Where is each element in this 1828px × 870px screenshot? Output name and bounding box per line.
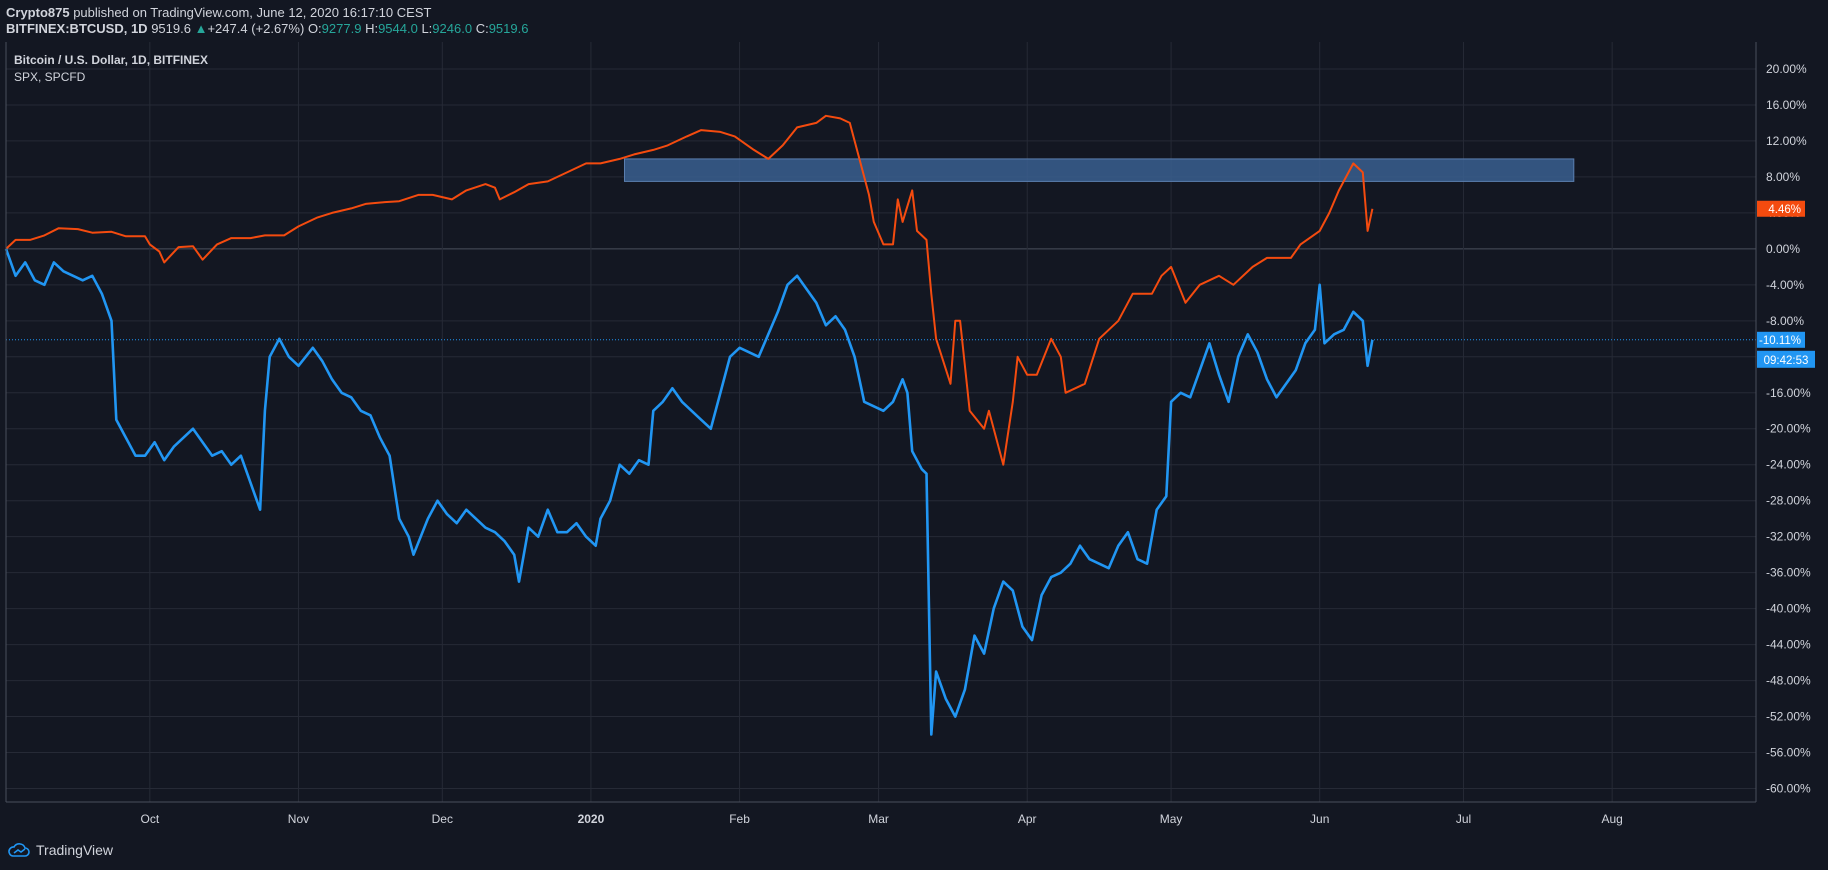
last-value-badge-spx xyxy=(1757,200,1805,217)
x-tick-label: Dec xyxy=(432,812,453,826)
low-value: 9246.0 xyxy=(432,21,473,36)
x-tick-label: Oct xyxy=(140,812,159,826)
price-labels: 4.46% -10.11% 09:42:53 xyxy=(1757,200,1815,368)
y-tick-label: -44.00% xyxy=(1766,638,1811,652)
y-tick-label: 0.00% xyxy=(1766,242,1800,256)
y-tick-label: -4.00% xyxy=(1766,278,1804,292)
y-tick-label: 16.00% xyxy=(1766,98,1807,112)
y-tick-label: -60.00% xyxy=(1766,782,1811,796)
chart-title: Bitcoin / U.S. Dollar, 1D, BITFINEX xyxy=(14,53,208,67)
publish-header: Crypto875 published on TradingView.com, … xyxy=(0,0,1828,38)
chart[interactable]: 20.00%16.00%12.00%8.00%4.00%0.00%-4.00%-… xyxy=(0,0,1828,832)
footer: TradingView xyxy=(0,832,1828,870)
high-value: 9544.0 xyxy=(378,21,418,36)
series-lines xyxy=(4,114,1374,736)
last-value-text-btcusd: -10.11% xyxy=(1759,335,1801,347)
x-tick-label: Apr xyxy=(1018,812,1037,826)
cloud-icon xyxy=(8,843,30,857)
grid xyxy=(6,42,1756,802)
countdown-badge xyxy=(1757,350,1815,368)
series-line-spx xyxy=(5,114,1374,466)
y-tick-label: -52.00% xyxy=(1766,710,1811,724)
x-tick-label: May xyxy=(1160,812,1183,826)
x-tick-label: Feb xyxy=(729,812,750,826)
last-price: 9519.6 xyxy=(151,21,191,36)
x-tick-label: Aug xyxy=(1601,812,1622,826)
y-tick-label: -16.00% xyxy=(1766,386,1811,400)
y-tick-label: -40.00% xyxy=(1766,602,1811,616)
open-label: O: xyxy=(307,21,322,36)
y-tick-label: -20.00% xyxy=(1766,422,1811,436)
axes: 20.00%16.00%12.00%8.00%4.00%0.00%-4.00%-… xyxy=(5,42,1811,826)
y-tick-label: 12.00% xyxy=(1766,134,1807,148)
tradingview-logo[interactable]: TradingView xyxy=(8,842,113,858)
y-tick-label: -8.00% xyxy=(1766,314,1804,328)
symbol-label: BITFINEX:BTCUSD, 1D xyxy=(6,21,148,36)
close-label: C: xyxy=(475,21,489,36)
tradingview-brand: TradingView xyxy=(36,842,114,858)
high-label: H: xyxy=(365,21,379,36)
y-tick-label: 8.00% xyxy=(1766,170,1800,184)
annotations[interactable] xyxy=(623,158,1575,182)
x-tick-label: Nov xyxy=(288,812,309,826)
y-tick-label: -36.00% xyxy=(1766,566,1811,580)
x-tick-label: 2020 xyxy=(578,812,605,826)
last-value-badge-btcusd xyxy=(1757,331,1805,348)
highlight-rectangle[interactable] xyxy=(623,158,1575,182)
y-tick-label: 20.00% xyxy=(1766,62,1807,76)
y-tick-label: -28.00% xyxy=(1766,494,1811,508)
y-tick-label: -24.00% xyxy=(1766,458,1811,472)
y-tick-label: -56.00% xyxy=(1766,746,1811,760)
series-line-btcusd xyxy=(4,248,1374,736)
chart-background xyxy=(0,0,1828,832)
up-arrow-icon: ▲ xyxy=(194,21,208,36)
header-line-2: BITFINEX:BTCUSD, 1D 9519.6 ▲+247.4 (+2.6… xyxy=(6,21,528,36)
close-value: 9519.6 xyxy=(488,21,529,36)
y-tick-label: -32.00% xyxy=(1766,530,1811,544)
chart-subtitle: SPX, SPCFD xyxy=(14,70,86,84)
x-tick-label: Jun xyxy=(1310,812,1329,826)
low-label: L: xyxy=(421,21,433,36)
countdown-text: 09:42:53 xyxy=(1764,355,1809,367)
y-tick-label: -48.00% xyxy=(1766,674,1811,688)
x-tick-label: Jul xyxy=(1456,812,1471,826)
open-value: 9277.9 xyxy=(321,21,362,36)
x-tick-label: Mar xyxy=(868,812,889,826)
author-name[interactable]: Crypto875 xyxy=(6,5,70,20)
header-line-1: Crypto875 published on TradingView.com, … xyxy=(6,5,431,20)
published-text: published on TradingView.com, June 12, 2… xyxy=(73,5,432,20)
price-change: +247.4 (+2.67%) xyxy=(207,21,305,36)
last-value-text-spx: 4.46% xyxy=(1768,204,1801,216)
